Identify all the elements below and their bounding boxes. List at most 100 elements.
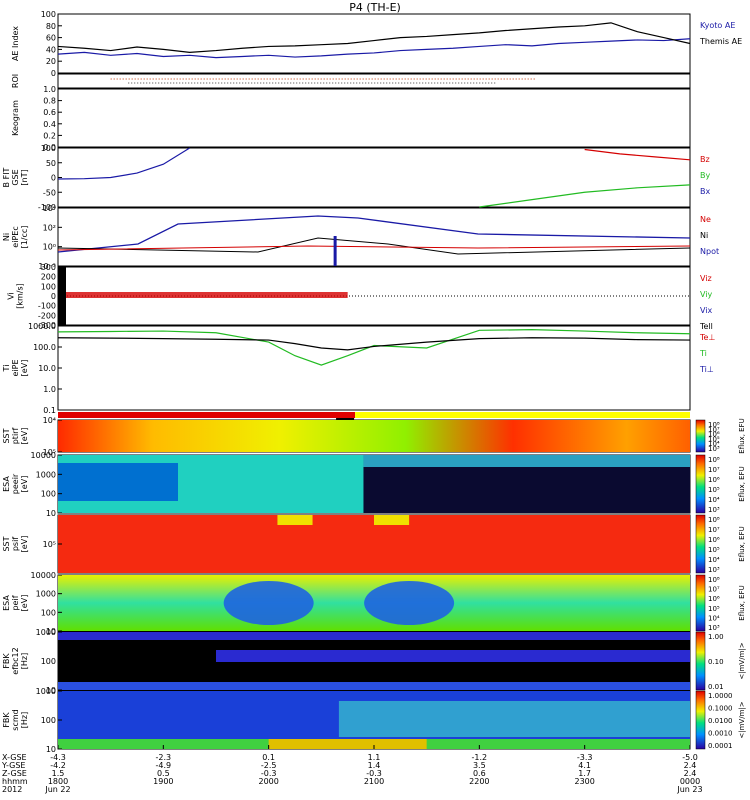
colorbar-esa-i	[695, 574, 706, 632]
x-tick-label: -2.5	[261, 761, 277, 770]
y-axis-label: Keogram	[11, 100, 20, 136]
colorbar-sst-i	[695, 514, 706, 574]
colorbar-tick-label: 10⁷	[708, 586, 720, 594]
colorbar-tick-label: 10⁵	[708, 435, 720, 443]
y-axis-label: peif	[11, 595, 20, 610]
colorbar-esa-e	[695, 454, 706, 514]
colorbar-tick-label: 10⁶	[708, 476, 720, 484]
colorbar-tick-label: 10³	[708, 506, 720, 514]
y-tick-label: -200	[38, 311, 56, 320]
sst-i-yellow-band	[277, 515, 313, 525]
colorbar-tick-label: 0.0010	[708, 730, 733, 738]
y-tick-label: 10²	[43, 223, 56, 232]
fbk1-bottom-band	[58, 682, 690, 690]
series-line-bfield	[479, 184, 691, 208]
y-tick-label: 10	[46, 686, 56, 695]
y-tick-label: 10000	[31, 571, 56, 580]
colorbar-tick-label: 10⁷	[708, 466, 720, 474]
sst-i-yellow-band	[374, 515, 410, 525]
y-axis-label: [eV]	[20, 536, 29, 553]
esa-e-blue-region	[58, 463, 178, 501]
y-tick-label: 1.0	[43, 385, 56, 394]
x-tick-label: -4.9	[156, 761, 172, 770]
y-tick-label: 100	[41, 10, 56, 19]
fbk2-yellow-band	[268, 739, 427, 749]
y-tick-label: 10	[46, 745, 56, 754]
x-row-label: X-GSE	[2, 753, 27, 762]
esa-i-blue-oval	[223, 581, 314, 625]
x-tick-label: -0.3	[261, 769, 277, 778]
y-axis-label: [eV]	[20, 360, 29, 377]
panel-frame-roi	[57, 73, 691, 89]
legend-entry: Npot	[700, 247, 719, 256]
colorbar-label: Eflux, EFU	[738, 418, 746, 453]
x-tick-label: -3.3	[577, 753, 593, 762]
x-tick-label: -0.3	[366, 769, 382, 778]
y-axis-label: [1/cc]	[20, 226, 29, 249]
legend-entry: Viz	[700, 274, 712, 283]
y-tick-label: 1000	[36, 628, 56, 637]
y-tick-label: 100	[41, 144, 56, 153]
y-tick-label: 10	[46, 509, 56, 518]
line-plot-layer	[57, 22, 691, 366]
panel-frame-density	[57, 207, 691, 267]
y-axis-label: psif	[11, 537, 20, 551]
y-tick-label: -300	[38, 321, 56, 330]
y-tick-label: 100.0	[33, 343, 56, 352]
y-tick-label: 40	[46, 45, 56, 54]
colorbar-tick-label: 10⁵	[708, 605, 720, 613]
y-tick-label: 100	[41, 657, 56, 666]
colorbar-tick-label: 10⁶	[708, 595, 720, 603]
plot-title: P4 (TH-E)	[349, 1, 401, 14]
y-axis-label: FBK	[2, 653, 11, 669]
y-axis-label: SST	[2, 536, 11, 551]
x-tick-label: Jun 22	[44, 785, 70, 794]
y-tick-label: 10⁵	[43, 540, 56, 549]
y-axis-label: Ni	[2, 233, 11, 241]
y-tick-label: 0.6	[43, 108, 56, 117]
legend-entry: Te⊥	[699, 333, 715, 342]
y-axis-label: peeir	[11, 473, 20, 494]
x-row-label: hhmm	[2, 777, 28, 786]
y-tick-label: 100	[41, 716, 56, 725]
y-tick-label: 10⁵	[43, 448, 56, 457]
series-line-temperature	[57, 329, 691, 366]
y-axis-label: FBK	[2, 712, 11, 728]
x-tick-label: -4.3	[50, 753, 66, 762]
x-tick-label: Jun 23	[676, 785, 702, 794]
colorbar-tick-label: 10⁴	[708, 496, 720, 504]
x-tick-label: -1.2	[472, 753, 488, 762]
legend-entry: Ti⊥	[699, 365, 714, 374]
legend-entry: Viy	[700, 290, 713, 299]
y-tick-label: 80	[46, 22, 56, 31]
colorbar-tick-label: 1.00	[708, 633, 724, 641]
series-line-ae	[57, 22, 691, 53]
y-axis-label: ESA	[2, 476, 11, 492]
x-tick-label: 3.5	[473, 761, 486, 770]
y-tick-label: 1000	[36, 470, 56, 479]
legend-entry: Tell	[699, 322, 713, 331]
x-tick-label: 0.1	[262, 753, 275, 762]
y-axis-label: B FIT	[2, 167, 11, 187]
series-line-bfield	[57, 147, 190, 180]
y-tick-label: 50	[46, 159, 56, 168]
legend-entry: Bz	[700, 155, 710, 164]
series-line-temperature	[57, 337, 691, 351]
colorbar-tick-label: 0.0001	[708, 742, 733, 750]
colorbar-tick-label: 1.0000	[708, 692, 733, 700]
y-axis-label: efbc12	[11, 647, 20, 674]
x-tick-label: 0000	[680, 777, 700, 786]
x-tick-label: 1.1	[368, 753, 381, 762]
x-tick-label: 2.4	[684, 761, 697, 770]
legend-entry: Themis AE	[699, 37, 742, 46]
density-npot-line	[57, 215, 691, 253]
y-tick-label: 10⁴	[43, 416, 56, 425]
y-tick-label: 10⁻³	[38, 262, 56, 271]
x-tick-label: -2.3	[156, 753, 172, 762]
esa-e-upper-band	[363, 455, 690, 467]
colorbar-sst-e	[695, 419, 706, 453]
x-tick-label: -4.2	[50, 761, 66, 770]
y-tick-label: 10⁰	[43, 243, 56, 252]
legend-entry: Ti	[699, 349, 707, 358]
x-tick-label: 1900	[153, 777, 173, 786]
